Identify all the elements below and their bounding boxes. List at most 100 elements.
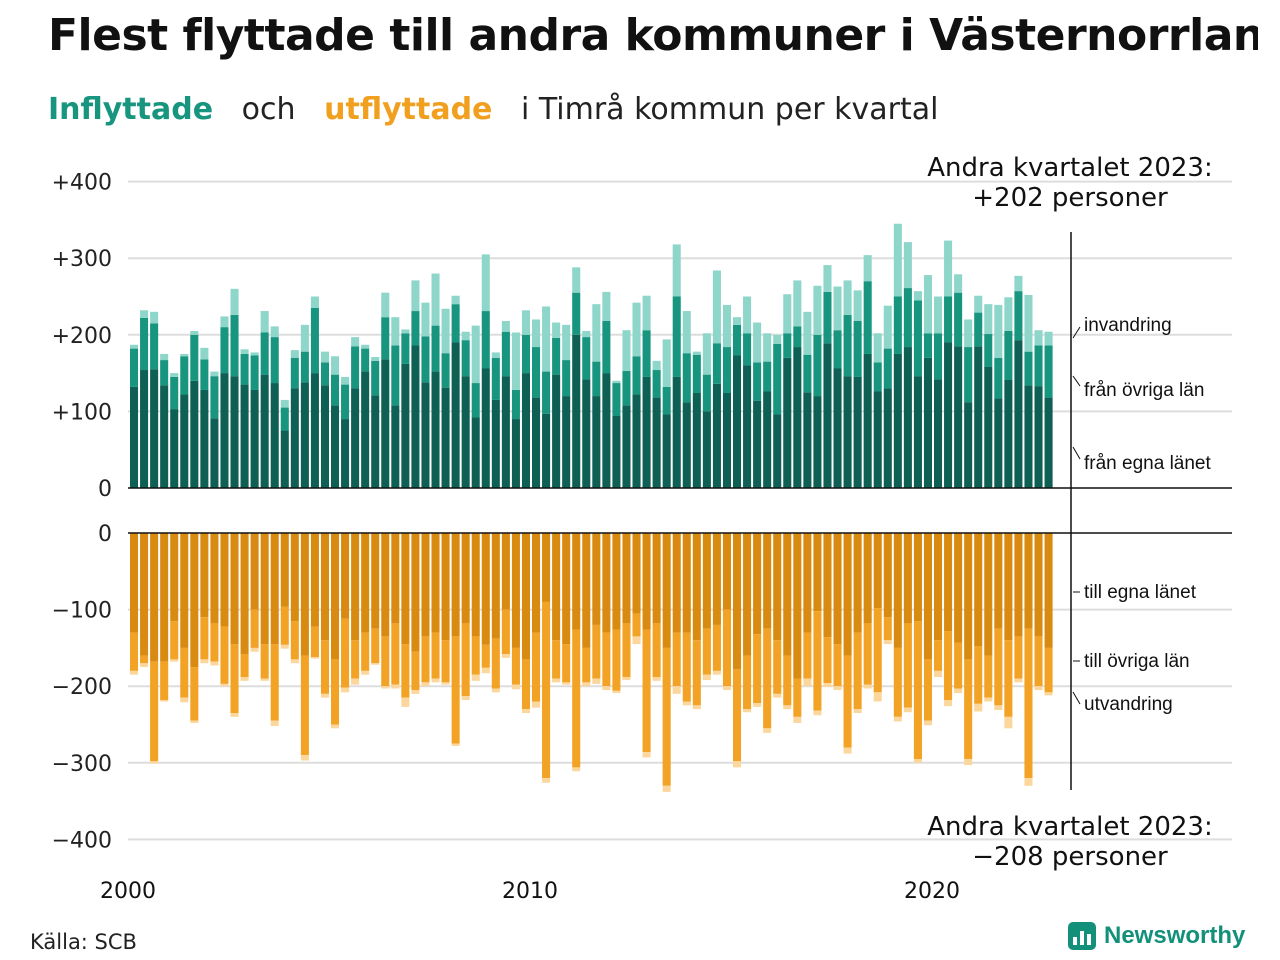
bar-inflyttade: [542, 306, 551, 372]
bar-inflyttade: [903, 242, 912, 289]
bar-utflyttade: [461, 696, 470, 700]
bar-inflyttade: [351, 337, 360, 347]
bar-inflyttade: [944, 296, 953, 343]
bar-inflyttade: [471, 325, 480, 384]
bar-utflyttade: [682, 632, 691, 702]
bar-utflyttade: [843, 747, 852, 754]
bar-inflyttade: [210, 371, 219, 377]
bar-utflyttade: [210, 661, 219, 666]
bar-inflyttade: [240, 353, 249, 385]
bar-inflyttade: [431, 325, 440, 372]
bar-utflyttade: [722, 686, 731, 691]
brand-logo[interactable]: Newsworthy: [1068, 922, 1245, 950]
bar-inflyttade: [170, 373, 179, 377]
bar-utflyttade: [1014, 678, 1023, 683]
bar-utflyttade: [280, 606, 289, 645]
bar-inflyttade: [401, 363, 410, 488]
bar-inflyttade: [552, 374, 561, 488]
bar-inflyttade: [441, 387, 450, 488]
bar-inflyttade: [903, 347, 912, 488]
bar-utflyttade: [954, 688, 963, 694]
bar-inflyttade: [150, 323, 159, 370]
bar-inflyttade: [974, 346, 983, 488]
bar-utflyttade: [803, 533, 812, 633]
bar-utflyttade: [250, 609, 259, 648]
bar-inflyttade: [1004, 379, 1013, 488]
bar-utflyttade: [130, 632, 139, 671]
bar-utflyttade: [290, 659, 299, 664]
bar-utflyttade: [230, 644, 239, 714]
bar-utflyttade: [692, 533, 701, 641]
bar-inflyttade: [511, 389, 520, 420]
chart-title: Flest flyttade till andra kommuner i Väs…: [48, 10, 1258, 61]
bar-inflyttade: [622, 330, 631, 371]
bar-inflyttade: [391, 345, 400, 406]
bar-inflyttade: [572, 292, 581, 335]
bar-inflyttade: [481, 311, 490, 369]
bar-utflyttade: [381, 686, 390, 689]
bar-utflyttade: [642, 533, 651, 630]
bar-utflyttade: [934, 533, 943, 641]
bar-utflyttade: [652, 677, 661, 681]
bar-utflyttade: [431, 533, 440, 633]
bar-utflyttade: [602, 533, 611, 633]
bar-utflyttade: [521, 533, 530, 660]
bar-inflyttade: [843, 314, 852, 377]
bar-inflyttade: [391, 317, 400, 346]
bar-utflyttade: [471, 533, 480, 637]
bar-utflyttade: [441, 533, 450, 641]
bar-inflyttade: [1024, 385, 1033, 488]
bar-utflyttade: [843, 655, 852, 748]
bar-inflyttade: [1044, 397, 1053, 488]
bar-utflyttade: [371, 533, 380, 629]
series-label-connector: [1072, 691, 1081, 705]
bar-utflyttade: [150, 661, 159, 762]
bar-inflyttade: [632, 356, 641, 395]
bar-utflyttade: [913, 758, 922, 763]
bar-inflyttade: [722, 304, 731, 348]
bar-inflyttade: [180, 353, 189, 357]
bar-utflyttade: [210, 623, 219, 662]
bar-utflyttade: [622, 533, 631, 624]
bar-inflyttade: [863, 255, 872, 282]
bar-inflyttade: [722, 393, 731, 488]
series-label-lower: till egna länet: [1084, 582, 1197, 603]
bar-utflyttade: [130, 670, 139, 675]
bar-utflyttade: [532, 533, 541, 633]
bar-utflyttade: [562, 533, 571, 645]
bar-utflyttade: [612, 533, 621, 630]
bar-utflyttade: [743, 709, 752, 713]
bar-inflyttade: [652, 360, 661, 371]
bar-utflyttade: [994, 628, 1003, 706]
bar-inflyttade: [662, 339, 671, 387]
bar-utflyttade: [521, 659, 530, 710]
y-tick-label: −100: [52, 599, 112, 624]
bar-inflyttade: [642, 330, 651, 377]
bar-utflyttade: [170, 621, 179, 660]
bar-inflyttade: [391, 405, 400, 488]
bar-inflyttade: [240, 384, 249, 488]
bar-utflyttade: [331, 659, 340, 725]
bar-utflyttade: [411, 690, 420, 694]
bar-inflyttade: [702, 333, 711, 375]
bar-utflyttade: [923, 533, 932, 660]
bar-utflyttade: [733, 669, 742, 762]
bar-utflyttade: [934, 640, 943, 671]
bar-inflyttade: [130, 386, 139, 488]
bar-utflyttade: [471, 636, 480, 675]
bar-inflyttade: [913, 291, 922, 301]
bar-inflyttade: [692, 354, 701, 394]
y-tick-label: −200: [52, 675, 112, 700]
bar-utflyttade: [421, 533, 430, 637]
bar-utflyttade: [682, 701, 691, 706]
bar-inflyttade: [481, 368, 490, 488]
bar-utflyttade: [662, 647, 671, 786]
bar-utflyttade: [421, 682, 430, 687]
bar-inflyttade: [130, 344, 139, 349]
bar-inflyttade: [260, 332, 269, 375]
bar-utflyttade: [552, 533, 561, 641]
bar-inflyttade: [150, 369, 159, 488]
bar-inflyttade: [451, 295, 460, 305]
bar-utflyttade: [351, 533, 360, 641]
bar-utflyttade: [702, 628, 711, 675]
